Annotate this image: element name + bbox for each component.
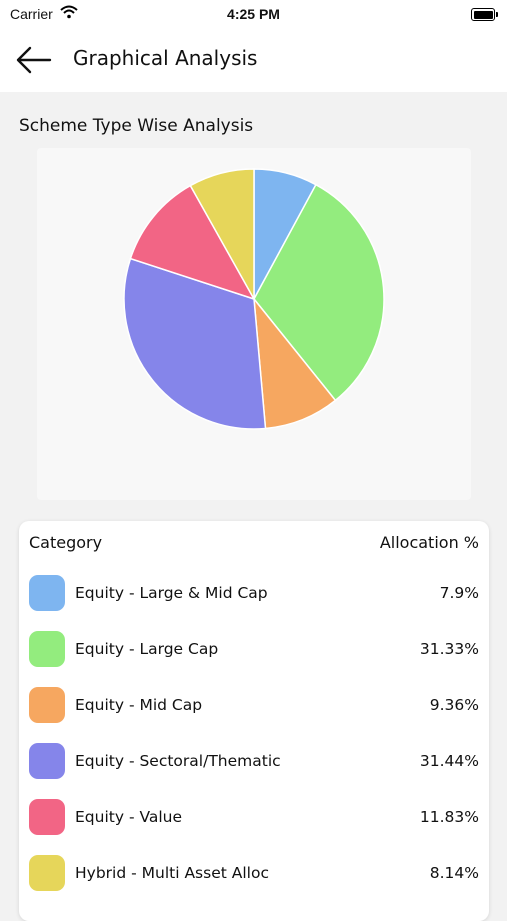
pie-slice[interactable] (129, 184, 256, 301)
category-label: Equity - Value (75, 808, 183, 826)
category-label: Equity - Mid Cap (75, 696, 203, 714)
table-row[interactable]: Equity - Value 11.83% (29, 799, 479, 835)
color-swatch (29, 799, 65, 835)
app-header: Graphical Analysis (0, 28, 507, 92)
pie-slice[interactable] (189, 168, 255, 302)
table-row[interactable]: Equity - Large & Mid Cap 7.9% (29, 575, 479, 611)
table-row[interactable]: Equity - Sectoral/Thematic 31.44% (29, 743, 479, 779)
allocation-table: Category Allocation % Equity - Large & M… (19, 521, 489, 921)
pie-slice[interactable] (253, 296, 337, 430)
table-row[interactable]: Equity - Mid Cap 9.36% (29, 687, 479, 723)
allocation-value: 11.83% (419, 808, 479, 826)
pie-slice[interactable] (253, 183, 385, 402)
section-title: Scheme Type Wise Analysis (19, 116, 254, 136)
allocation-value: 31.33% (419, 640, 479, 658)
allocation-value: 9.36% (429, 696, 479, 714)
category-label: Equity - Sectoral/Thematic (75, 752, 281, 770)
table-row[interactable]: Equity - Large Cap 31.33% (29, 631, 479, 667)
allocation-value: 8.14% (429, 864, 479, 882)
category-label: Equity - Large & Mid Cap (75, 584, 268, 602)
category-label: Equity - Large Cap (75, 640, 219, 658)
page-title: Graphical Analysis (73, 46, 258, 70)
color-swatch (29, 687, 65, 723)
status-bar: Carrier 4:25 PM (0, 0, 507, 28)
allocation-column-header: Allocation % (379, 533, 479, 552)
color-swatch (29, 855, 65, 891)
allocation-value: 7.9% (439, 584, 479, 602)
status-time: 4:25 PM (227, 6, 280, 22)
category-label: Hybrid - Multi Asset Alloc (75, 864, 269, 882)
category-column-header: Category (29, 533, 103, 552)
battery-icon (471, 8, 498, 21)
pie-chart-card (37, 148, 471, 500)
pie-slice[interactable] (123, 257, 267, 430)
back-button[interactable] (12, 42, 56, 78)
table-row[interactable]: Hybrid - Multi Asset Alloc 8.14% (29, 855, 479, 891)
wifi-icon (60, 5, 78, 22)
arrow-left-icon (16, 46, 52, 74)
color-swatch (29, 743, 65, 779)
table-header: Category Allocation % (29, 533, 479, 553)
pie-chart (123, 168, 385, 430)
color-swatch (29, 631, 65, 667)
color-swatch (29, 575, 65, 611)
carrier-label: Carrier (10, 6, 53, 22)
allocation-value: 31.44% (419, 752, 479, 770)
